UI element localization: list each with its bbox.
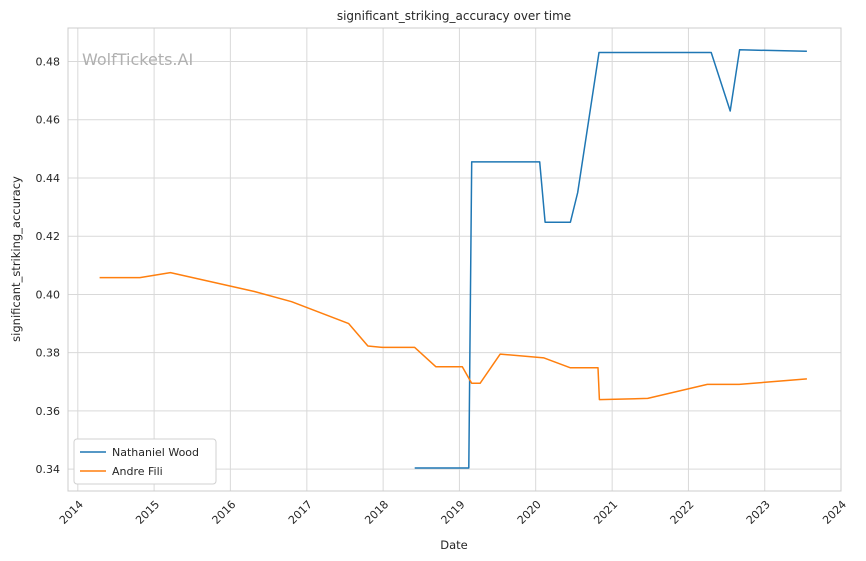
x-tick-label: 2015 xyxy=(133,498,162,527)
plot-frame xyxy=(67,27,842,492)
x-tick-label: 2024 xyxy=(820,498,849,527)
y-tick-label: 0.46 xyxy=(36,114,61,127)
series-line-andre-fili xyxy=(99,271,807,401)
x-tick-label: 2023 xyxy=(744,498,773,527)
x-tick-label: 2016 xyxy=(210,498,239,527)
legend-label-andre-fili: Andre Fili xyxy=(112,465,163,478)
legend-label-nathaniel-wood: Nathaniel Wood xyxy=(112,446,199,459)
x-axis-ticks: 2014 2015 2016 2017 2018 2019 2020 2021 2022 2023… xyxy=(57,498,849,527)
x-tick-label: 2017 xyxy=(286,498,315,527)
y-tick-label: 0.38 xyxy=(36,347,61,360)
x-tick-label: 2018 xyxy=(362,498,391,527)
y-tick-label: 0.34 xyxy=(36,463,61,476)
x-tick-label: 2020 xyxy=(515,498,544,527)
y-tick-label: 0.36 xyxy=(36,405,61,418)
chart-title: significant_striking_accuracy over time xyxy=(337,9,571,23)
legend: Nathaniel Wood Andre Fili xyxy=(73,438,217,485)
y-axis-ticks: 0.34 0.36 0.38 0.40 0.42 0.44 0.46 0.48 xyxy=(36,55,61,476)
y-tick-label: 0.42 xyxy=(36,230,61,243)
series-line-nathaniel-wood xyxy=(414,49,807,469)
y-tick-label: 0.40 xyxy=(36,288,61,301)
watermark: WolfTickets.AI xyxy=(82,50,193,69)
y-axis-label: significant_striking_accuracy xyxy=(9,176,23,342)
x-axis-label: Date xyxy=(440,538,468,552)
x-tick-label: 2021 xyxy=(591,498,620,527)
x-tick-label: 2014 xyxy=(57,498,86,527)
y-tick-label: 0.44 xyxy=(36,172,61,185)
x-tick-label: 2022 xyxy=(668,498,697,527)
y-tick-label: 0.48 xyxy=(36,55,61,68)
series-lines xyxy=(99,49,807,469)
x-tick-label: 2019 xyxy=(439,498,468,527)
legend-box xyxy=(73,438,217,485)
